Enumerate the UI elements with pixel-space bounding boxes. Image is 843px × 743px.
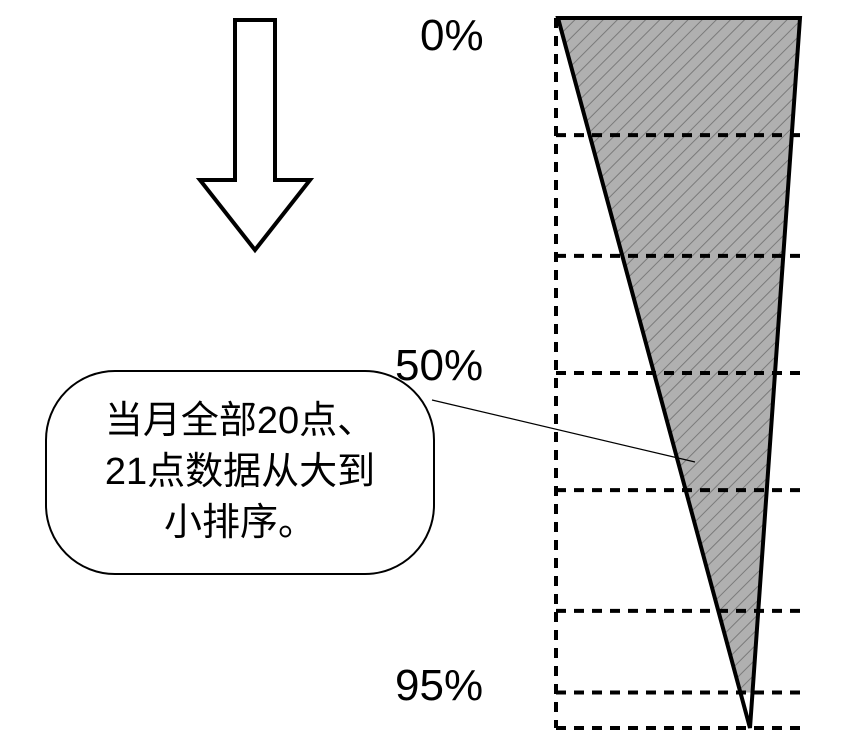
callout-line — [432, 400, 695, 462]
label-0-percent: 0% — [420, 11, 484, 61]
annotation-text: 当月全部20点、21点数据从大到小排序。 — [105, 396, 375, 550]
diagram-stage: 0% 50% 95% 当月全部20点、21点数据从大到小排序。 — [0, 0, 843, 743]
annotation-bubble: 当月全部20点、21点数据从大到小排序。 — [45, 370, 435, 575]
label-95-percent: 95% — [395, 661, 483, 711]
down-arrow-icon — [200, 20, 310, 250]
label-50-percent: 50% — [395, 341, 483, 391]
